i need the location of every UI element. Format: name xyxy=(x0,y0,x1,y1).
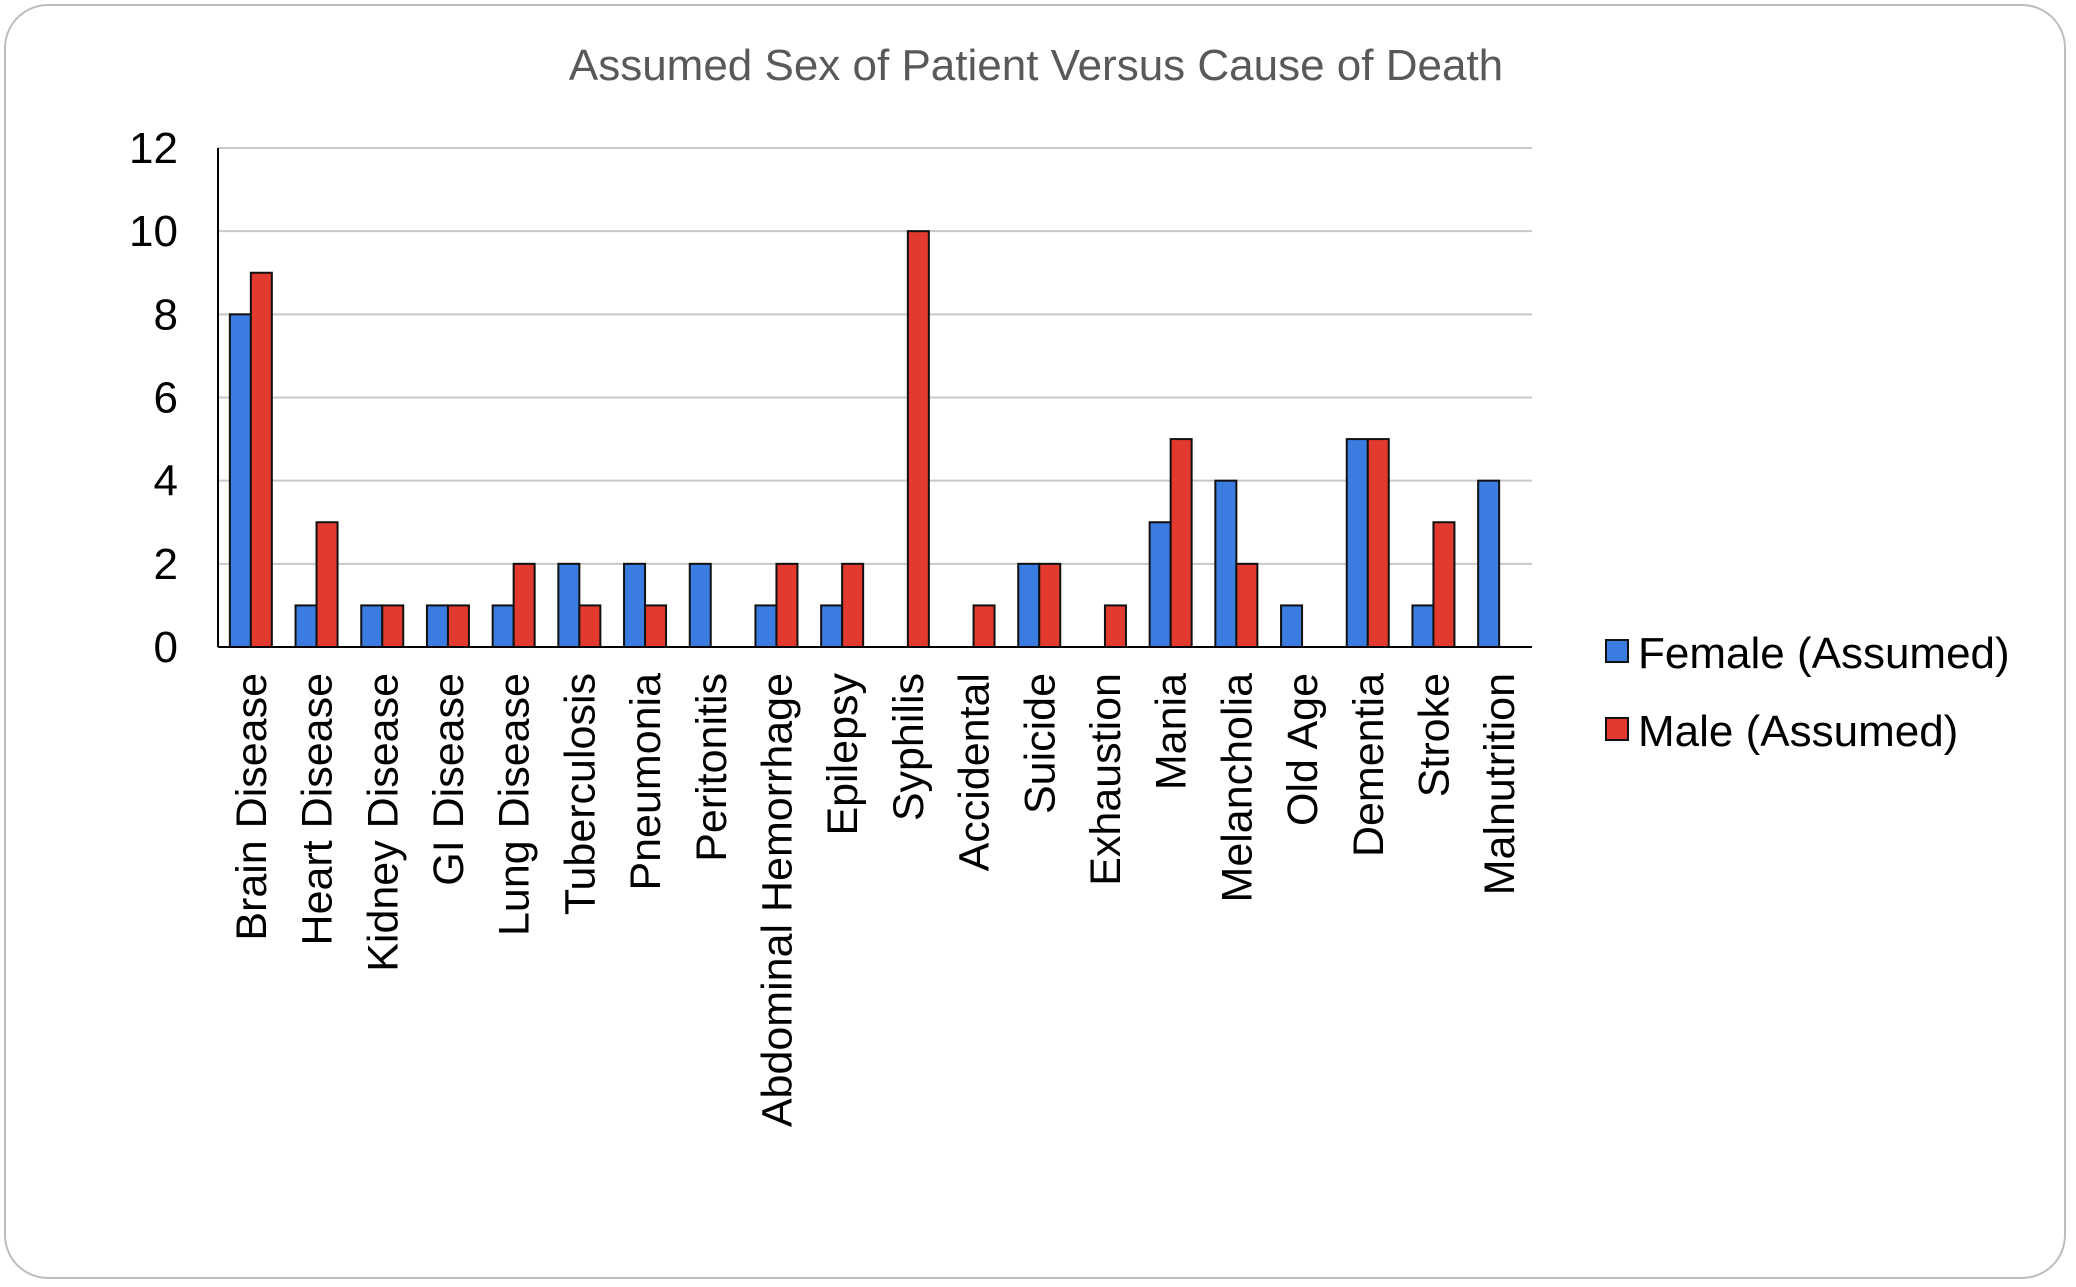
x-category-label: Dementia xyxy=(1345,673,1393,857)
bar-male xyxy=(906,230,930,649)
bar-male xyxy=(578,604,602,649)
bar-female xyxy=(1477,479,1501,648)
bar-female xyxy=(1148,521,1172,648)
bar-male xyxy=(1169,438,1193,649)
x-category-label: Exhaustion xyxy=(1082,673,1130,886)
y-axis-ticks: 0 2 4 6 8 10 12 xyxy=(129,124,178,672)
bar-male xyxy=(1366,438,1390,649)
x-category-label: Pneumonia xyxy=(622,673,670,891)
bar-male xyxy=(1432,521,1456,648)
x-category-label: Epilepsy xyxy=(819,673,867,836)
bar-female xyxy=(425,604,449,649)
bar-female xyxy=(294,604,318,649)
y-tick-label: 0 xyxy=(154,623,178,672)
chart-title: Assumed Sex of Patient Versus Cause of D… xyxy=(569,41,1503,90)
x-category-label: Malnutrition xyxy=(1476,673,1524,895)
x-category-label: Kidney Disease xyxy=(359,673,407,972)
x-category-label: GI Disease xyxy=(425,673,473,886)
legend-label-male: Male (Assumed) xyxy=(1638,707,1958,756)
bar-male xyxy=(512,562,536,648)
bar-male xyxy=(775,562,799,648)
y-tick-label: 12 xyxy=(129,124,178,173)
x-category-label: Suicide xyxy=(1016,673,1064,814)
bar-male xyxy=(841,562,865,648)
bar-female xyxy=(1017,562,1041,648)
bar-female xyxy=(1280,604,1304,649)
x-category-label: Stroke xyxy=(1410,673,1458,797)
x-category-label: Melancholia xyxy=(1213,673,1261,903)
gridlines xyxy=(218,147,1532,565)
bar-male xyxy=(972,604,996,649)
x-category-label: Lung Disease xyxy=(491,673,539,936)
y-tick-label: 4 xyxy=(154,457,178,506)
bar-female xyxy=(754,604,778,649)
x-category-label: Syphilis xyxy=(885,673,933,821)
x-category-label: Brain Disease xyxy=(228,673,276,941)
bar-male xyxy=(1103,604,1127,649)
x-category-label: Mania xyxy=(1148,673,1196,790)
legend-swatch-female xyxy=(1605,639,1629,663)
bar-male xyxy=(249,271,273,648)
y-tick-label: 2 xyxy=(154,540,178,589)
legend: Female (Assumed) Male (Assumed) xyxy=(1605,629,2010,756)
y-tick-label: 10 xyxy=(129,207,178,256)
bar-male xyxy=(315,521,339,648)
bar-female xyxy=(1411,604,1435,649)
legend-swatch-male xyxy=(1605,717,1629,741)
bar-female xyxy=(228,313,252,648)
legend-label-female: Female (Assumed) xyxy=(1638,629,2010,678)
bar-male xyxy=(1235,562,1259,648)
bar-female xyxy=(1214,479,1238,648)
x-category-label: Accidental xyxy=(951,673,999,871)
x-category-label: Tuberculosis xyxy=(556,673,604,915)
bar-female xyxy=(688,562,712,648)
bar-male xyxy=(644,604,668,649)
bar-female xyxy=(820,604,844,649)
bar-male xyxy=(1038,562,1062,648)
bar-female xyxy=(360,604,384,649)
bar-male xyxy=(446,604,470,649)
y-tick-label: 6 xyxy=(154,374,178,423)
x-category-label: Abdominal Hemorrhage xyxy=(753,673,801,1127)
bar-female xyxy=(491,604,515,649)
axes xyxy=(217,148,1532,648)
bar-female xyxy=(557,562,581,648)
x-axis-labels: Brain Disease Heart Disease Kidney Disease… xyxy=(228,673,1524,1128)
bars xyxy=(228,230,1501,649)
x-category-label: Heart Disease xyxy=(294,673,342,945)
x-category-label: Old Age xyxy=(1279,673,1327,826)
bar-female xyxy=(1345,438,1369,649)
bar-female xyxy=(623,562,647,648)
bar-male xyxy=(381,604,405,649)
x-category-label: Peritonitis xyxy=(688,673,736,862)
y-tick-label: 8 xyxy=(154,290,178,339)
